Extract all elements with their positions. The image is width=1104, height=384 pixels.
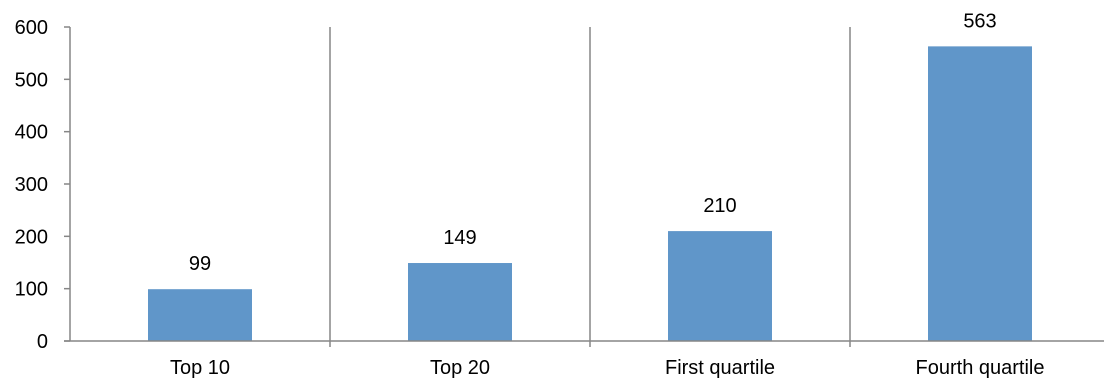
y-tick-label: 500 <box>15 69 48 91</box>
data-label: 210 <box>703 195 736 217</box>
bars <box>148 46 1032 341</box>
data-label: 563 <box>963 10 996 32</box>
y-axis-ticks: 0 100 200 300 400 500 600 <box>15 17 70 353</box>
data-label: 99 <box>189 253 211 275</box>
y-tick-label: 100 <box>15 279 48 301</box>
data-label: 149 <box>443 227 476 249</box>
bar <box>668 231 772 341</box>
bar <box>148 289 252 341</box>
category-label: Fourth quartile <box>916 357 1045 379</box>
y-tick-label: 0 <box>37 331 48 353</box>
data-labels: 99 149 210 563 <box>189 10 997 275</box>
category-label: Top 10 <box>170 357 230 379</box>
bar <box>928 46 1032 341</box>
y-tick-label: 300 <box>15 174 48 196</box>
y-tick-label: 600 <box>15 17 48 39</box>
category-label: First quartile <box>665 357 775 379</box>
category-labels: Top 10 Top 20 First quartile Fourth quartil… <box>170 357 1045 379</box>
category-label: Top 20 <box>430 357 490 379</box>
category-separators <box>329 27 851 347</box>
bar <box>408 263 512 341</box>
y-tick-label: 200 <box>15 226 48 248</box>
y-tick-label: 400 <box>15 122 48 144</box>
